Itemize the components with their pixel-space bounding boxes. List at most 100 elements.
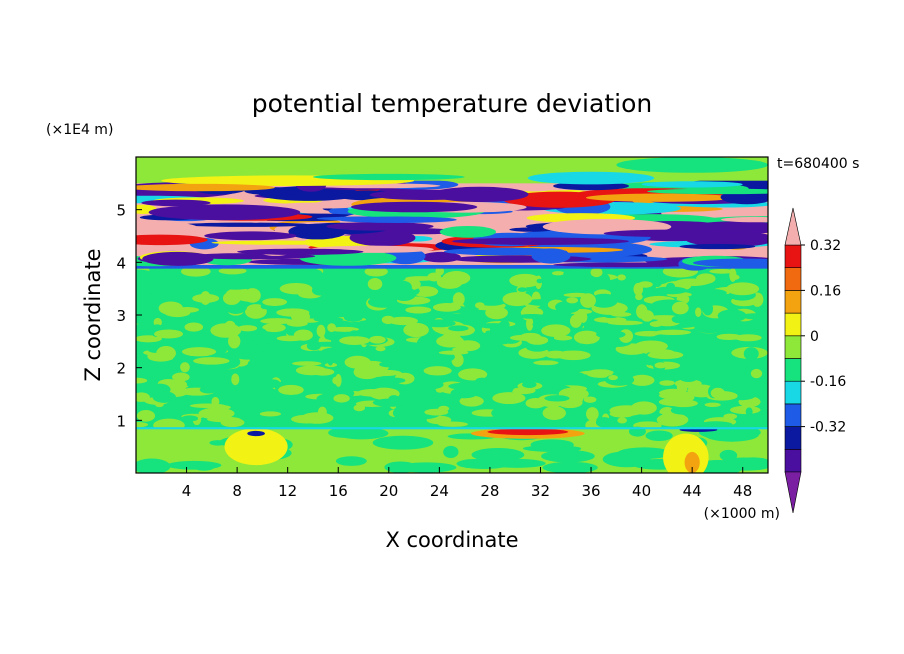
contour-speckle bbox=[154, 329, 184, 339]
contour-streak bbox=[136, 234, 208, 246]
contour-speckle bbox=[136, 377, 148, 384]
y-tick-label: 2 bbox=[116, 360, 126, 378]
contour-speckle bbox=[207, 416, 241, 423]
contour-blob bbox=[641, 181, 743, 188]
contour-speckle bbox=[192, 461, 216, 471]
contour-speckle bbox=[608, 374, 618, 381]
contour-speckle bbox=[136, 392, 150, 402]
contour-streak bbox=[142, 251, 214, 266]
contour-speckle bbox=[596, 272, 611, 288]
contour-speckle bbox=[276, 335, 305, 342]
contour-speckle bbox=[442, 271, 471, 285]
contour-speckle bbox=[750, 368, 763, 379]
plot-area bbox=[136, 157, 768, 473]
x-tick-label: 32 bbox=[531, 482, 550, 500]
contour-speckle bbox=[654, 329, 692, 336]
contour-speckle bbox=[583, 396, 597, 403]
contour-speckle bbox=[495, 275, 512, 281]
contour-speckle bbox=[405, 276, 437, 281]
contour-speckle bbox=[389, 280, 412, 294]
contour-speckle bbox=[726, 282, 760, 296]
contour-speckle bbox=[502, 292, 533, 307]
contour-speckle bbox=[555, 300, 581, 314]
contour-speckle bbox=[595, 330, 626, 339]
contour-speckle bbox=[475, 377, 489, 384]
contour-speckle bbox=[349, 330, 359, 337]
contour-speckle bbox=[148, 291, 183, 303]
contour-speckle bbox=[357, 320, 372, 328]
contour-speckle bbox=[609, 405, 645, 416]
colorbar-tick-label: 0 bbox=[810, 329, 819, 345]
contour-speckle bbox=[607, 320, 643, 326]
contour-speckle bbox=[313, 317, 344, 323]
contour-speckle bbox=[136, 335, 162, 343]
colorbar-bin bbox=[784, 358, 802, 382]
contour-streak bbox=[585, 193, 734, 202]
contour-speckle bbox=[450, 387, 479, 399]
contour-speckle bbox=[517, 287, 528, 292]
contour-field bbox=[136, 157, 768, 473]
contour-speckle bbox=[432, 303, 461, 312]
contour-blob bbox=[136, 183, 276, 192]
contour-speckle bbox=[742, 268, 752, 279]
contour-speckle bbox=[452, 292, 465, 307]
contour-blob bbox=[350, 201, 478, 213]
y-tick-label: 4 bbox=[116, 254, 126, 272]
contour-speckle bbox=[590, 267, 603, 278]
contour-speckle bbox=[541, 449, 595, 463]
contour-speckle bbox=[479, 323, 508, 329]
contour-speckle bbox=[753, 385, 768, 397]
contour-streak bbox=[720, 216, 768, 223]
contour-speckle bbox=[459, 342, 475, 348]
contour-speckle bbox=[236, 407, 252, 419]
contour-speckle bbox=[175, 306, 200, 313]
contour-speckle bbox=[458, 368, 488, 381]
contour-speckle bbox=[262, 298, 288, 306]
contour-speckle bbox=[710, 387, 726, 399]
contour-speckle bbox=[573, 330, 600, 345]
contour-speckle bbox=[519, 332, 542, 342]
contour-streak bbox=[509, 227, 553, 232]
contour-speckle bbox=[372, 419, 392, 428]
contour-speckle bbox=[379, 361, 399, 368]
contour-speckle bbox=[335, 374, 342, 387]
contour-speckle bbox=[536, 278, 543, 284]
colorbar-bottom-extension bbox=[784, 471, 802, 514]
contour-speckle bbox=[702, 301, 714, 316]
contour-speckle bbox=[388, 395, 400, 403]
contour-speckle bbox=[698, 424, 761, 440]
chart-title: potential temperature deviation bbox=[252, 89, 652, 118]
colorbar-tick-label: 0.16 bbox=[810, 283, 841, 299]
contour-speckle bbox=[199, 386, 218, 394]
contour-speckle bbox=[218, 267, 247, 275]
contour-speckle bbox=[388, 316, 418, 326]
contour-speckle bbox=[475, 294, 508, 306]
contour-blob bbox=[247, 430, 265, 437]
contour-blob bbox=[527, 171, 655, 185]
contour-speckle bbox=[541, 324, 571, 338]
contour-speckle bbox=[525, 342, 549, 352]
contour-speckle bbox=[636, 304, 648, 319]
contour-speckle bbox=[334, 427, 389, 440]
contour-speckle bbox=[184, 322, 204, 332]
contour-speckle bbox=[192, 293, 220, 303]
contour-speckle bbox=[524, 416, 544, 424]
contour-speckle bbox=[230, 348, 265, 360]
contour-blob bbox=[684, 451, 700, 473]
contour-speckle bbox=[292, 361, 322, 366]
contour-speckle bbox=[136, 269, 155, 282]
contour-speckle bbox=[563, 270, 596, 277]
colorbar: 0.32 0.16 0 -0.16 -0.32 bbox=[784, 207, 846, 514]
contour-speckle bbox=[437, 421, 468, 427]
contour-speckle bbox=[136, 410, 156, 422]
contour-speckle bbox=[316, 324, 326, 338]
contour-speckle bbox=[365, 369, 402, 377]
contour-blob bbox=[616, 157, 768, 173]
contour-speckle bbox=[262, 323, 286, 333]
contour-speckle bbox=[396, 340, 408, 350]
x-tick-label: 36 bbox=[581, 482, 600, 500]
contour-speckle bbox=[386, 377, 406, 384]
contour-speckle bbox=[745, 407, 753, 416]
contour-speckle bbox=[172, 372, 190, 382]
